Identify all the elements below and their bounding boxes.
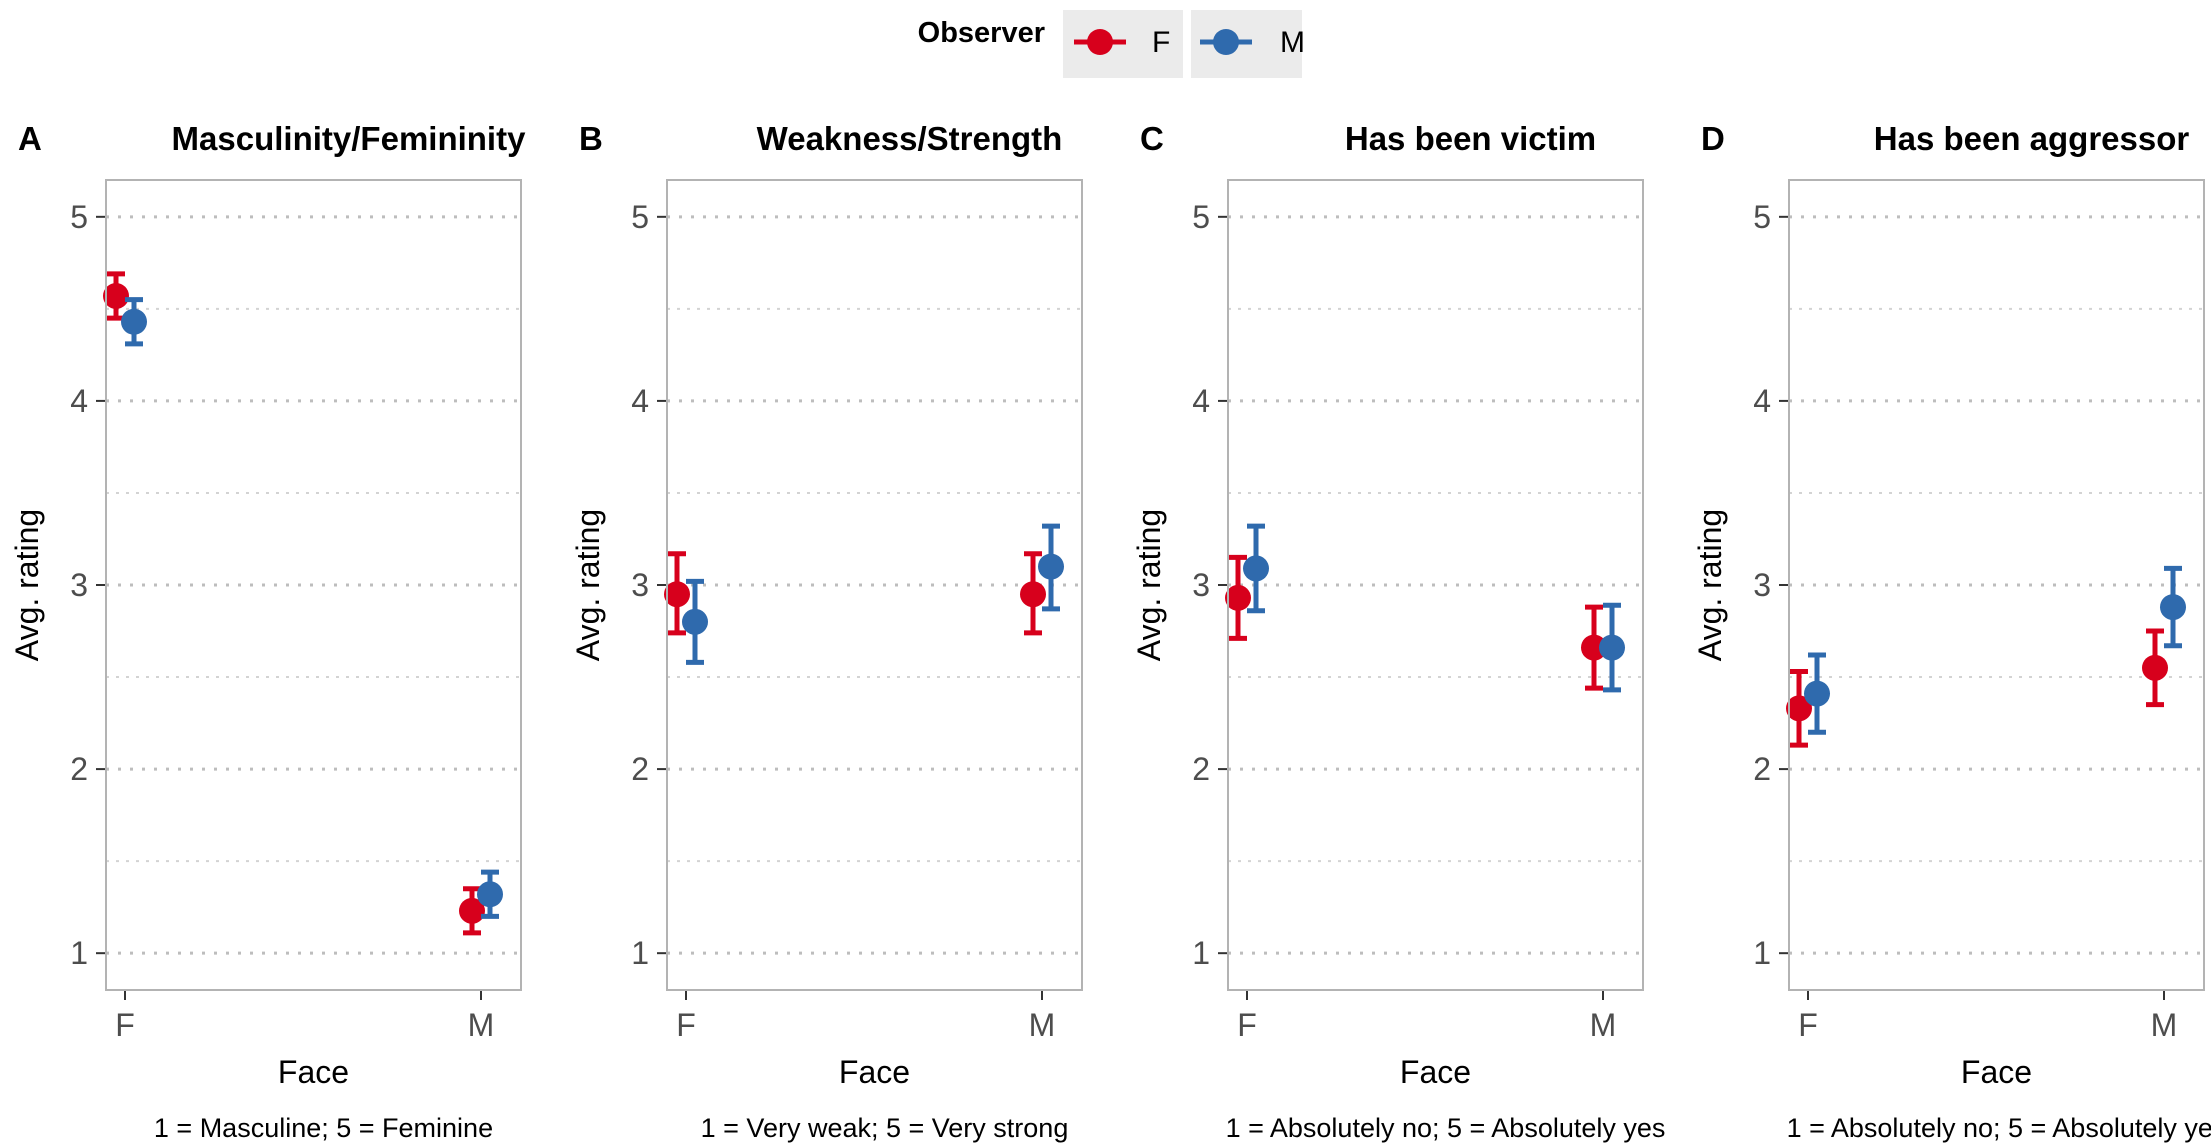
y-tick-label: 3 xyxy=(631,567,649,603)
series-m xyxy=(1243,523,1625,693)
panel-b: B Weakness/Strength 1 2 3 4 5 F M Face Avg. rating… xyxy=(570,120,1083,1143)
data-point xyxy=(1804,680,1830,707)
y-tick-label: 1 xyxy=(70,935,88,971)
data-point xyxy=(1581,634,1607,661)
y-tick-label: 5 xyxy=(1753,199,1771,235)
panel-c: C Has been victim 1 2 3 4 5 F M Face Avg. rating 1 … xyxy=(1131,120,1665,1143)
y-tick-label: 4 xyxy=(1192,383,1210,419)
series-f xyxy=(1225,554,1607,691)
plot-background xyxy=(106,180,521,990)
x-tick-label: M xyxy=(2151,1007,2178,1043)
data-point xyxy=(682,608,708,635)
legend-key-m-point xyxy=(1213,29,1239,55)
series-m xyxy=(1804,565,2186,735)
plot-background xyxy=(1789,180,2204,990)
panel-caption: 1 = Very weak; 5 = Very strong xyxy=(701,1113,1069,1143)
x-axis-title: Face xyxy=(1400,1054,1471,1090)
y-tick-label: 2 xyxy=(70,751,88,787)
panel-caption: 1 = Masculine; 5 = Feminine xyxy=(154,1113,493,1143)
panel-letter: B xyxy=(579,120,603,157)
y-tick-label: 2 xyxy=(1192,751,1210,787)
data-point xyxy=(459,897,485,924)
x-tick-label: F xyxy=(1237,1007,1257,1043)
legend-label-m: M xyxy=(1280,26,1305,59)
panel-letter: C xyxy=(1140,120,1164,157)
y-tick-label: 4 xyxy=(1753,383,1771,419)
y-tick-label: 2 xyxy=(631,751,649,787)
y-tick-label: 4 xyxy=(70,383,88,419)
panel-letter: A xyxy=(18,120,42,157)
series-f xyxy=(1786,628,2168,748)
data-point xyxy=(664,581,690,608)
series-m xyxy=(682,523,1064,665)
panels: A Masculinity/Femininity 1 2 3 4 5 F M Face Avg. r… xyxy=(9,120,2211,1143)
data-point xyxy=(477,881,503,908)
x-tick-label: M xyxy=(1029,1007,1056,1043)
plot-background xyxy=(667,180,1082,990)
y-tick-label: 5 xyxy=(631,199,649,235)
data-point xyxy=(1020,581,1046,608)
series-m xyxy=(121,297,503,919)
panel-title: Masculinity/Femininity xyxy=(172,120,527,157)
y-axis-title: Avg. rating xyxy=(570,509,606,661)
series-f xyxy=(103,271,485,936)
legend-label-f: F xyxy=(1152,26,1170,59)
x-tick-label: F xyxy=(1798,1007,1818,1043)
panel-title: Has been victim xyxy=(1345,120,1596,157)
data-point xyxy=(1599,634,1625,661)
legend: Observer F M xyxy=(918,10,1305,78)
y-tick-label: 1 xyxy=(1192,935,1210,971)
y-axis-title: Avg. rating xyxy=(9,509,45,661)
data-point xyxy=(1786,695,1812,722)
legend-entry-m: M xyxy=(1191,10,1305,78)
panel-letter: D xyxy=(1701,120,1725,157)
legend-title: Observer xyxy=(918,17,1045,49)
y-tick-label: 2 xyxy=(1753,751,1771,787)
data-point xyxy=(1243,555,1269,582)
legend-entry-f: F xyxy=(1063,10,1183,78)
data-point xyxy=(1225,584,1251,611)
y-tick-label: 5 xyxy=(1192,199,1210,235)
x-tick-label: F xyxy=(115,1007,135,1043)
y-tick-label: 1 xyxy=(1753,935,1771,971)
y-tick-label: 1 xyxy=(631,935,649,971)
plot-frame xyxy=(1788,179,2205,991)
y-tick-label: 4 xyxy=(631,383,649,419)
y-tick-label: 3 xyxy=(1192,567,1210,603)
series-f xyxy=(664,551,1046,636)
panel-a: A Masculinity/Femininity 1 2 3 4 5 F M Face Avg. r… xyxy=(9,120,526,1143)
panel-d: D Has been aggressor 1 2 3 4 5 F M Face Avg. ratin… xyxy=(1692,120,2211,1143)
panel-caption: 1 = Absolutely no; 5 = Absolutely yes xyxy=(1226,1113,1666,1143)
x-axis-title: Face xyxy=(278,1054,349,1090)
plot-background xyxy=(1228,180,1643,990)
y-tick-label: 3 xyxy=(1753,567,1771,603)
plot-frame xyxy=(1227,179,1644,991)
x-axis-title: Face xyxy=(839,1054,910,1090)
x-tick-label: M xyxy=(468,1007,495,1043)
data-point xyxy=(1038,553,1064,580)
y-tick-label: 3 xyxy=(70,567,88,603)
x-tick-label: M xyxy=(1590,1007,1617,1043)
data-point xyxy=(2160,594,2186,621)
plot-frame xyxy=(666,179,1083,991)
x-tick-label: F xyxy=(676,1007,696,1043)
data-point xyxy=(121,308,147,335)
y-axis-title: Avg. rating xyxy=(1131,509,1167,661)
legend-key-f-point xyxy=(1087,29,1113,55)
y-tick-label: 5 xyxy=(70,199,88,235)
data-point xyxy=(103,282,129,309)
x-axis-title: Face xyxy=(1961,1054,2032,1090)
data-point xyxy=(2142,654,2168,681)
panel-title: Has been aggressor xyxy=(1874,120,2190,157)
y-axis-title: Avg. rating xyxy=(1692,509,1728,661)
plot-frame xyxy=(105,179,522,991)
panel-title: Weakness/Strength xyxy=(757,120,1063,157)
panel-caption: 1 = Absolutely no; 5 = Absolutely yes xyxy=(1787,1113,2211,1143)
